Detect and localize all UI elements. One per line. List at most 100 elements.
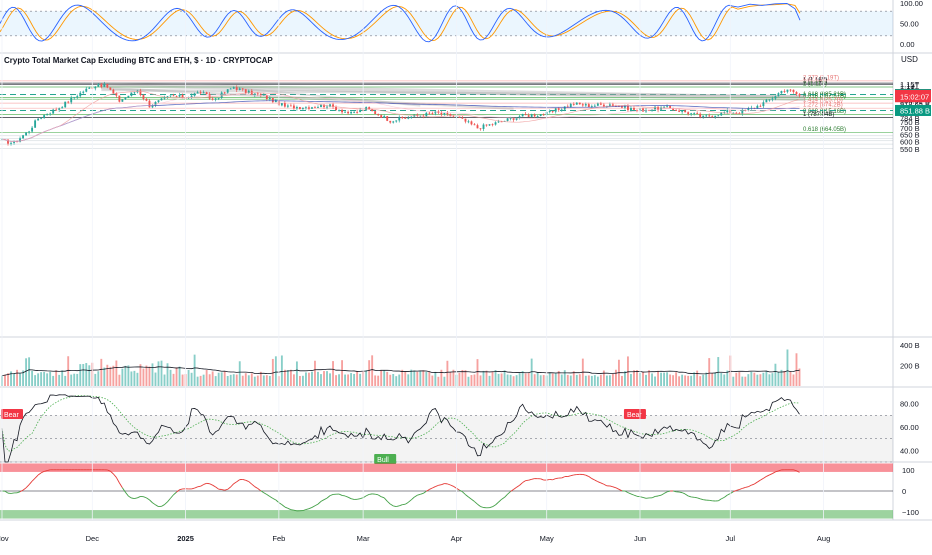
candle-body bbox=[654, 107, 656, 110]
volume-bar bbox=[368, 360, 370, 386]
osc-line-segment bbox=[228, 487, 231, 489]
osc-line-segment bbox=[279, 503, 282, 505]
candle-body bbox=[281, 103, 283, 105]
candle-body bbox=[79, 93, 81, 96]
volume-bar bbox=[341, 360, 343, 386]
osc-line-segment bbox=[514, 487, 517, 489]
volume-bar bbox=[519, 373, 521, 386]
candle-body bbox=[462, 118, 464, 119]
candle-body bbox=[594, 106, 596, 107]
volume-bar bbox=[305, 372, 307, 386]
candle-body bbox=[206, 92, 208, 94]
candle-body bbox=[311, 107, 313, 108]
osc-line-segment bbox=[390, 504, 393, 506]
osc-line-segment bbox=[468, 497, 471, 499]
osc-line-segment bbox=[598, 482, 601, 483]
volume-bar bbox=[386, 372, 388, 386]
candle-body bbox=[395, 120, 397, 121]
volume-bar bbox=[723, 374, 725, 386]
osc-line-segment bbox=[285, 507, 288, 508]
osc-line-segment bbox=[180, 489, 183, 490]
osc-line-segment bbox=[757, 480, 760, 482]
volume-bar bbox=[404, 372, 406, 386]
osc-line-segment bbox=[174, 492, 177, 495]
volume-bar bbox=[675, 372, 677, 386]
osc-line-segment bbox=[396, 506, 399, 507]
volume-bar bbox=[182, 375, 184, 386]
candle-body bbox=[765, 100, 767, 103]
osc-line-segment bbox=[553, 479, 556, 480]
volume-bar bbox=[94, 374, 96, 386]
candle-body bbox=[293, 106, 295, 109]
volume-bar bbox=[170, 370, 172, 386]
osc-line-segment bbox=[345, 496, 348, 497]
volume-bar bbox=[16, 370, 18, 386]
osc-oversold-band bbox=[0, 510, 893, 518]
candle-body bbox=[176, 96, 178, 97]
osc-line-segment bbox=[225, 489, 228, 490]
volume-bar bbox=[492, 371, 494, 386]
candle-body bbox=[149, 101, 151, 108]
osc-line-segment bbox=[562, 477, 565, 478]
volume-bar bbox=[85, 363, 87, 386]
candle-body bbox=[585, 104, 587, 105]
candle-body bbox=[693, 113, 695, 114]
volume-bar bbox=[765, 371, 767, 386]
volume-bar bbox=[504, 370, 506, 386]
osc-line-segment bbox=[432, 487, 435, 488]
candle-body bbox=[34, 120, 36, 127]
volume-bar bbox=[46, 373, 48, 386]
osc-line-segment bbox=[447, 484, 450, 485]
candle-body bbox=[458, 117, 460, 118]
candle-body bbox=[143, 95, 145, 99]
volume-bar bbox=[112, 366, 114, 386]
volume-bar bbox=[567, 375, 569, 386]
osc-line-segment bbox=[246, 480, 249, 481]
volume-bar bbox=[747, 374, 749, 386]
osc-line-segment bbox=[324, 498, 327, 500]
candle-body bbox=[200, 92, 202, 93]
osc-line-segment bbox=[420, 493, 423, 494]
candle-body bbox=[642, 109, 644, 112]
volume-bar bbox=[516, 375, 518, 386]
candle-body bbox=[146, 99, 148, 101]
osc-line-segment bbox=[700, 499, 703, 500]
volume-bar bbox=[203, 375, 205, 386]
candle-body bbox=[161, 99, 163, 101]
volume-bar bbox=[498, 374, 500, 386]
candle-body bbox=[793, 90, 795, 92]
candle-body bbox=[49, 114, 51, 115]
stoch-tick-label: 50.00 bbox=[900, 20, 919, 29]
volume-bar bbox=[115, 361, 117, 386]
volume-bar bbox=[118, 375, 120, 386]
volume-bar bbox=[416, 372, 418, 386]
candle-body bbox=[326, 107, 328, 108]
candle-body bbox=[431, 113, 433, 114]
volume-bar bbox=[374, 375, 376, 386]
osc-line-segment bbox=[631, 494, 634, 495]
candle-body bbox=[401, 117, 403, 118]
candle-body bbox=[106, 84, 108, 88]
candle-body bbox=[85, 89, 87, 92]
volume-bar bbox=[431, 376, 433, 386]
candle-body bbox=[392, 121, 394, 122]
volume-bar bbox=[669, 374, 671, 386]
osc-line-segment bbox=[131, 498, 134, 499]
osc-line-segment bbox=[613, 487, 616, 488]
candle-body bbox=[558, 108, 560, 109]
osc-line-segment bbox=[610, 486, 613, 487]
osc-line-segment bbox=[730, 492, 733, 494]
volume-bar bbox=[344, 375, 346, 386]
fib-level-label: 1.414 (925.7B) bbox=[803, 98, 843, 104]
currency-label[interactable]: USD bbox=[901, 55, 918, 64]
candle-body bbox=[100, 84, 102, 86]
candle-body bbox=[588, 104, 590, 107]
candle-body bbox=[768, 100, 770, 101]
candle-body bbox=[64, 102, 66, 108]
osc-line-segment bbox=[327, 496, 330, 499]
osc-line-segment bbox=[556, 478, 559, 479]
candle-body bbox=[531, 115, 533, 117]
volume-bar bbox=[317, 372, 319, 386]
osc-line-segment bbox=[721, 497, 724, 499]
